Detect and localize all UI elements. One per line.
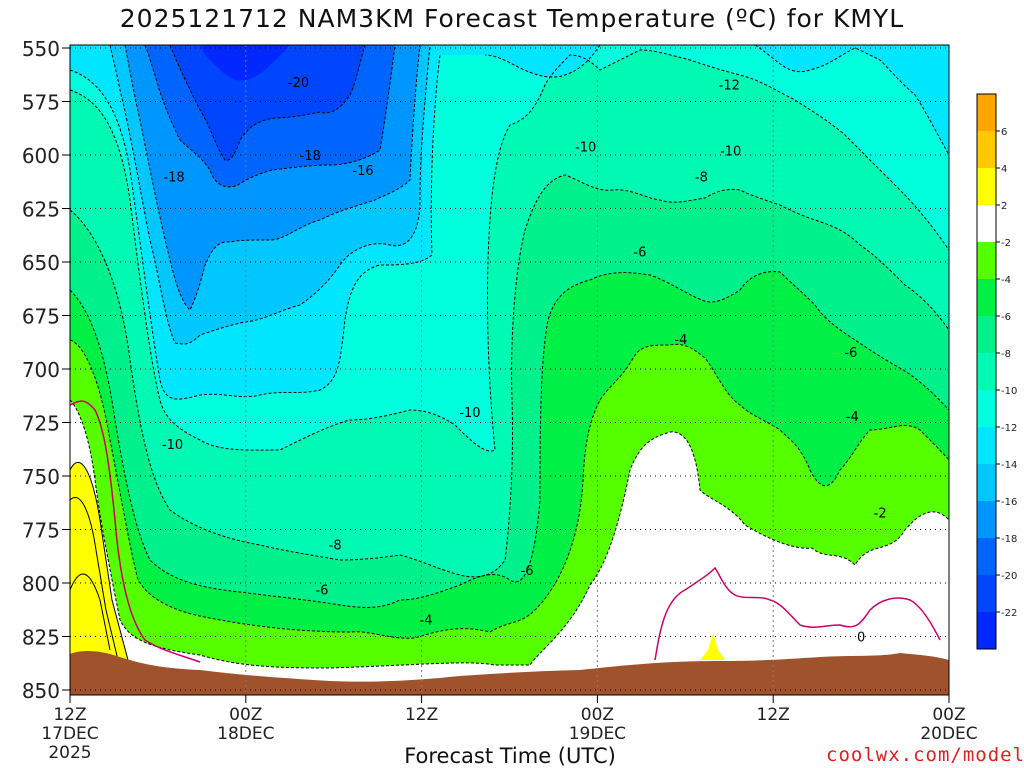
- plot-area: [70, 45, 949, 695]
- contour-label: -6: [633, 245, 646, 260]
- x-tick-label: 00Z: [581, 705, 614, 725]
- colorbar-tick-label: 4: [1001, 164, 1007, 175]
- band-m22: [200, 45, 290, 81]
- contour-label: -4: [674, 333, 687, 348]
- contour-label: -4: [420, 613, 433, 628]
- y-tick-label: 650: [22, 251, 60, 275]
- colorbar-tick-label: -8: [1001, 349, 1011, 360]
- contour-label: -4: [846, 410, 859, 425]
- x-tick-label: 20DEC: [920, 724, 977, 744]
- colorbar-swatch: [977, 205, 996, 242]
- y-tick-label: 600: [22, 144, 60, 168]
- terrain: [70, 651, 949, 695]
- y-tick-label: 625: [22, 198, 60, 222]
- x-tick-label: 00Z: [932, 705, 965, 725]
- y-tick-label: 775: [22, 519, 60, 543]
- colorbar-tick-label: 6: [1001, 127, 1007, 138]
- x-tick-label: 12Z: [757, 705, 790, 725]
- grid: [70, 45, 949, 695]
- colorbar-swatch: [977, 279, 996, 316]
- y-axis: 550 575 600 625 650 675 700 725 750 775 800 825 850: [22, 37, 70, 703]
- contour-label: -10: [459, 406, 480, 421]
- freezing-contour: [70, 400, 941, 663]
- contour-label: -20: [288, 76, 309, 91]
- colorbar-swatch: [977, 575, 996, 612]
- chart-title: 2025121712 NAM3KM Forecast Temperature (…: [119, 4, 905, 33]
- colorbar-tick-label: -10: [1001, 386, 1017, 397]
- y-tick-label: 725: [22, 412, 60, 436]
- colorbar: 6 4 2 -2 -4 -6 -8 -10 -12 -14 -16 -18 -20 -22: [976, 93, 1017, 650]
- contour-label: -6: [315, 583, 328, 598]
- colorbar-swatch: [977, 316, 996, 353]
- x-axis-label: Forecast Time (UTC): [404, 744, 616, 768]
- colorbar-swatch: [977, 353, 996, 390]
- colorbar-tick-label: -22: [1001, 608, 1017, 619]
- y-tick-label: 700: [22, 358, 60, 382]
- x-tick-label: 18DEC: [217, 724, 274, 744]
- contour-lines: [70, 45, 949, 669]
- band-m20: [170, 45, 365, 161]
- contour-label: -6: [521, 564, 534, 579]
- warm-contours: [70, 462, 129, 661]
- colorbar-tick-label: -18: [1001, 534, 1017, 545]
- colorbar-swatch: [977, 538, 996, 575]
- credit-link[interactable]: coolwx.com/modelts: [826, 744, 1024, 766]
- contour-label: -10: [720, 145, 741, 160]
- contour-label: -18: [300, 149, 321, 164]
- colorbar-swatch: [977, 464, 996, 501]
- colorbar-tick-label: -16: [1001, 497, 1017, 508]
- y-tick-label: 550: [22, 37, 60, 61]
- colorbar-tick-label: -20: [1001, 571, 1017, 582]
- colorbar-swatch: [977, 168, 996, 205]
- y-tick-label: 850: [22, 679, 60, 703]
- contour-label: -16: [352, 164, 373, 179]
- colorbar-tick-label: -6: [1001, 312, 1011, 323]
- x-tick-label: 2025: [48, 743, 91, 763]
- contour-label: -12: [719, 78, 740, 93]
- y-tick-label: 675: [22, 305, 60, 329]
- colorbar-swatch: [977, 390, 996, 427]
- colorbar-swatch: [977, 131, 996, 168]
- colorbar-swatch: [977, 94, 996, 131]
- band-yellow-high: [70, 462, 128, 660]
- y-tick-label: 825: [22, 626, 60, 650]
- y-tick-label: 750: [22, 465, 60, 489]
- colorbar-tick-label: 2: [1001, 201, 1007, 212]
- band-yellow-bump: [700, 633, 725, 660]
- contour-label: -2: [874, 506, 887, 521]
- x-tick-label: 19DEC: [569, 724, 626, 744]
- plot-frame: [69, 44, 950, 696]
- contour-label: -8: [329, 538, 342, 553]
- contour-label: -6: [844, 346, 857, 361]
- colorbar-tick-label: -2: [1001, 238, 1011, 249]
- colorbar-tick-label: -14: [1001, 460, 1017, 471]
- colorbar-swatch: [977, 427, 996, 464]
- contour-label: -18: [163, 170, 184, 185]
- colorbar-swatch: [977, 242, 996, 279]
- colorbar-tick-label: -4: [1001, 275, 1011, 286]
- colorbar-swatch: [977, 612, 996, 649]
- colorbar-swatch: [977, 501, 996, 538]
- contour-labels: -20-18-18-16-12-10 -10-10-10-8-8-6-6-6-6-…: [162, 76, 887, 645]
- colorbar-frame: [976, 93, 997, 650]
- colorbar-tick-label: -12: [1001, 423, 1017, 434]
- x-tick-label: 17DEC: [41, 724, 98, 744]
- x-tick-label: 12Z: [405, 705, 438, 725]
- x-tick-label: 00Z: [229, 705, 262, 725]
- contour-label: 0: [857, 631, 865, 646]
- y-tick-label: 575: [22, 91, 60, 115]
- contour-label: -10: [162, 438, 183, 453]
- y-tick-label: 800: [22, 572, 60, 596]
- contour-label: -10: [575, 140, 596, 155]
- x-tick-label: 12Z: [53, 705, 86, 725]
- contour-label: -8: [695, 170, 708, 185]
